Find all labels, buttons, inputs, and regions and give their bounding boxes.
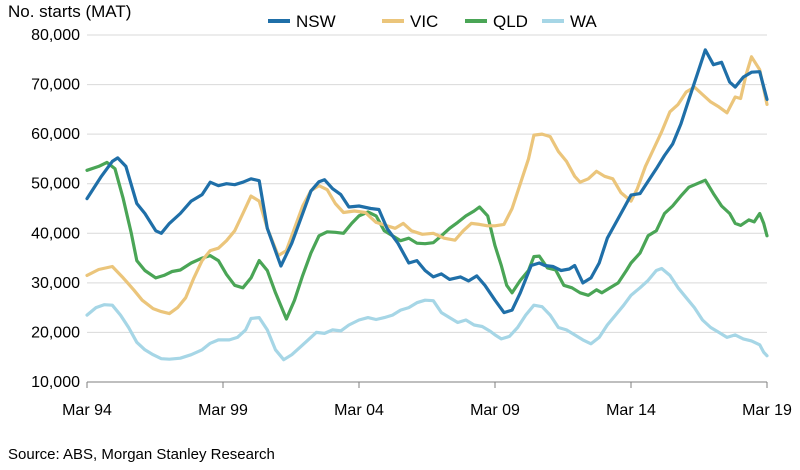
- y-tick-label: 80,000: [31, 27, 80, 44]
- axes: 10,000 20,000 30,000 40,000 50,000 60,000 70,0…: [31, 27, 792, 419]
- y-tick-label: 60,000: [31, 126, 80, 143]
- y-tick-label: 40,000: [31, 225, 80, 242]
- legend-item-nsw: NSW: [268, 12, 336, 31]
- y-tick-label: 30,000: [31, 275, 80, 292]
- y-axis-title: No. starts (MAT): [8, 2, 132, 21]
- legend-item-wa: WA: [542, 12, 597, 31]
- y-tick-label: 20,000: [31, 324, 80, 341]
- legend-label: WA: [570, 12, 597, 31]
- series-line-vic: [85, 55, 769, 316]
- series-line-nsw: [85, 48, 769, 315]
- y-tick-label: 10,000: [31, 374, 80, 391]
- y-tick-label: 70,000: [31, 77, 80, 94]
- x-tick-label: Mar 09: [470, 402, 520, 419]
- legend-label: VIC: [410, 12, 438, 31]
- x-tick-label: Mar 19: [742, 402, 792, 419]
- series-line-wa: [85, 266, 769, 362]
- series-line-qld: [85, 160, 769, 321]
- source-note: Source: ABS, Morgan Stanley Research: [8, 446, 275, 463]
- x-tick-label: Mar 14: [606, 402, 656, 419]
- x-tick-label: Mar 99: [198, 402, 248, 419]
- legend-label: NSW: [296, 12, 336, 31]
- legend-item-qld: QLD: [465, 12, 528, 31]
- legend-label: QLD: [493, 12, 528, 31]
- x-tick-label: Mar 94: [62, 402, 112, 419]
- legend-item-vic: VIC: [382, 12, 438, 31]
- legend: NSW VIC QLD WA: [268, 12, 597, 31]
- y-tick-label: 50,000: [31, 176, 80, 193]
- series-lines: [85, 48, 769, 362]
- x-tick-label: Mar 04: [334, 402, 384, 419]
